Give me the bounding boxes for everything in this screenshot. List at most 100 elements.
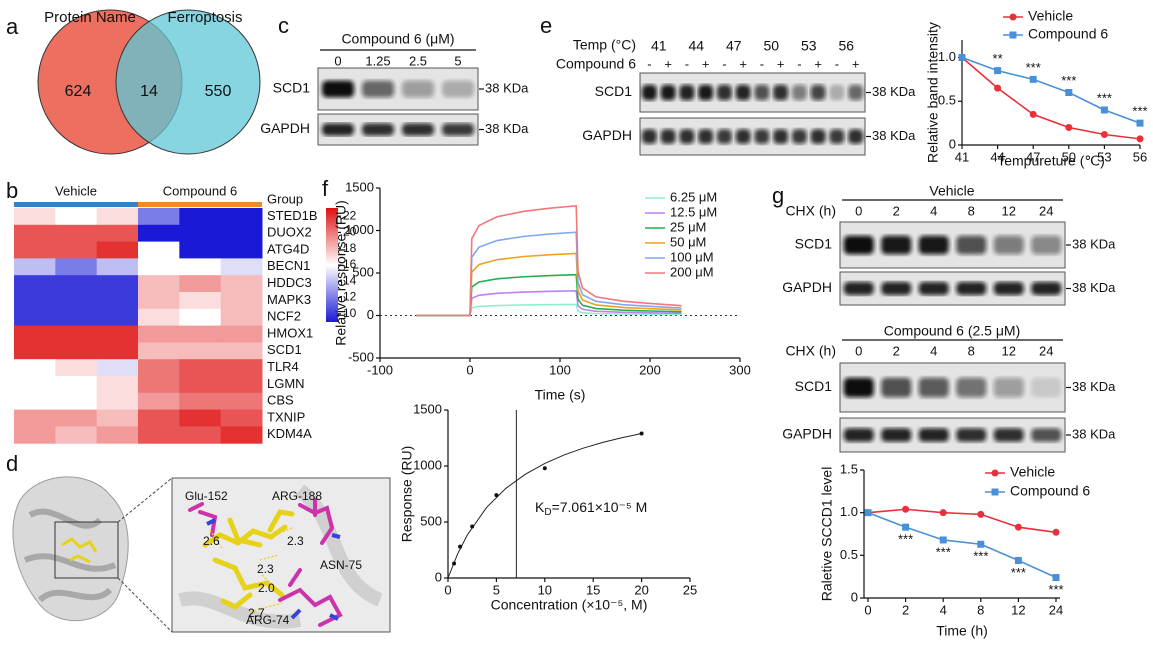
venn-set-label: Protein Name [44, 9, 136, 26]
heatmap-cell [96, 208, 139, 226]
x-tick-label: 8 [977, 602, 984, 617]
series-line [416, 303, 682, 317]
lane-label: 0 [334, 53, 341, 68]
x-tick-label: 100 [549, 362, 571, 377]
kd-annotation-part: D [544, 507, 551, 518]
colorbar-tick-label: 12 [343, 290, 357, 304]
data-point [902, 523, 910, 531]
size-marker: 38 KDa [1072, 280, 1116, 295]
x-tick-label: 0 [864, 602, 871, 617]
data-point [452, 561, 457, 566]
y-tick-label: 0.5 [840, 547, 858, 562]
heatmap-cell [55, 342, 98, 360]
colorbar [326, 208, 338, 322]
colorbar-tick-label: 20 [343, 225, 357, 239]
legend-marker [1009, 31, 1017, 39]
distance-label: 2.0 [258, 581, 275, 595]
panel-letter: a [6, 14, 19, 39]
blot-band [918, 428, 949, 442]
blot-band [918, 377, 949, 398]
legend-label: 6.25 μM [670, 189, 717, 204]
panel-letter: d [6, 451, 18, 476]
blot-band [402, 123, 434, 136]
y-axis-label: Relative response (RU) [333, 200, 349, 346]
heatmap-cell [96, 376, 139, 394]
data-point [1029, 110, 1037, 118]
x-tick-label: 0 [466, 362, 473, 377]
blot-band [810, 129, 826, 144]
heatmap-cell [179, 208, 222, 226]
heatmap-cell [14, 409, 56, 427]
blot-band [1031, 377, 1062, 398]
blot-row-label: GAPDH [260, 120, 310, 136]
row-label: BECN1 [267, 258, 310, 273]
heatmap-cell [138, 426, 180, 444]
residue-label: ARG-188 [272, 489, 322, 503]
blot-background [839, 362, 1066, 413]
heatmap-cell [55, 208, 98, 226]
data-point [958, 54, 966, 61]
treatment-sign: + [814, 56, 822, 71]
x-tick-label: 15 [586, 582, 600, 597]
series-line [867, 508, 1057, 534]
treatment-sign: - [685, 56, 689, 71]
blot-band [362, 80, 394, 98]
row-label: HMOX1 [267, 325, 313, 340]
heatmap-cell [138, 325, 180, 343]
x-tick-label: 47 [1026, 149, 1040, 164]
blot-band [848, 84, 864, 101]
heatmap-cell [55, 376, 98, 394]
blot-band [660, 129, 676, 144]
lane-label: 8 [968, 203, 975, 218]
heatmap-cell [14, 292, 56, 310]
x-tick-label: 5 [493, 582, 500, 597]
lane-label: 4 [930, 343, 937, 358]
y-axis-label: Relative band intensity [925, 22, 941, 163]
legend-label: 100 μM [670, 249, 714, 264]
data-point [1100, 131, 1108, 138]
data-point [494, 493, 499, 498]
data-point [902, 505, 910, 513]
blot-band [881, 281, 912, 296]
treatment-sign: + [852, 56, 860, 71]
blot-band [956, 281, 987, 296]
row-label: TXNIP [267, 409, 305, 424]
venn-set-label: Ferroptosis [167, 9, 242, 26]
blot-row-label: SCD1 [795, 236, 833, 252]
blot-band [698, 84, 714, 101]
size-marker: 38 KDa [485, 80, 529, 95]
blot-band [843, 281, 874, 296]
heatmap-cell [14, 376, 56, 394]
blot-band [679, 84, 695, 101]
blot-background [839, 417, 1066, 453]
kd-annotation-part: K [535, 499, 545, 515]
size-marker: 38 KDa [872, 128, 916, 143]
colorbar-tick-label: 10 [343, 306, 357, 320]
blot-background [839, 271, 1066, 306]
blot-band [791, 84, 807, 101]
heatmap-cell [220, 325, 263, 343]
heatmap-cell [220, 376, 263, 394]
lane-label: 4 [930, 203, 937, 218]
lane-label: 2 [893, 343, 900, 358]
lane-label: 12 [1002, 343, 1016, 358]
size-marker: 38 KDa [872, 84, 916, 99]
lane-label: 0 [855, 203, 862, 218]
blot-band [956, 377, 987, 398]
data-point [1136, 119, 1144, 127]
blot-band [362, 123, 394, 136]
residue-label: Glu-152 [185, 489, 228, 503]
row-label: STED1B [267, 208, 318, 223]
lane-label: 24 [1039, 203, 1053, 218]
treatment-sign: - [760, 56, 764, 71]
blot-title: Compound 6 (μM) [341, 31, 454, 47]
heatmap-cell [138, 241, 180, 259]
blot-header: CHX (h) [785, 343, 836, 359]
heatmap-cell [138, 359, 180, 377]
blot-band [843, 235, 874, 255]
heatmap-cell [96, 292, 139, 310]
blot-band [773, 84, 789, 101]
x-tick-label: -100 [367, 362, 393, 377]
temperature-label: 56 [838, 38, 854, 54]
